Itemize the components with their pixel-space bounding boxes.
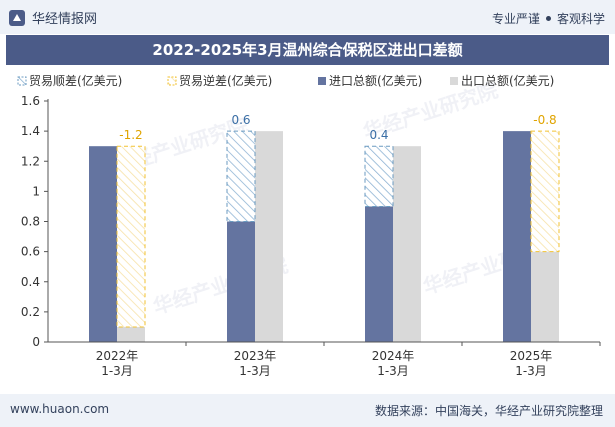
x-category-label: 1-3月 [239, 364, 271, 378]
x-category-label: 2022年 [96, 349, 139, 363]
data-source: 数据来源：中国海关，华经产业研究院整理 [374, 404, 603, 418]
bars: -1.2 0.6 0.4 -0.8 [89, 113, 560, 342]
y-tick-label: 1 [32, 184, 40, 198]
x-category-label: 1-3月 [515, 364, 547, 378]
legend-label: 贸易逆差(亿美元) [179, 73, 272, 88]
y-tick-label: 0.4 [21, 275, 40, 289]
y-tick-label: 0 [32, 335, 40, 349]
y-tick-label: 1.6 [21, 94, 40, 108]
x-category-label: 2023年 [234, 349, 277, 363]
top-bar: 华经情报网 专业严谨 客观科学 [0, 0, 615, 34]
footer: www.huaon.com 数据来源：中国海关，华经产业研究院整理 [0, 394, 615, 427]
legend-swatch-deficit [167, 76, 177, 86]
y-tick-label: 0.6 [21, 245, 40, 259]
legend-label: 贸易顺差(亿美元) [29, 73, 122, 88]
legend-item-surplus[interactable]: 贸易顺差(亿美元) [17, 73, 122, 88]
deficit-segment [116, 145, 146, 328]
legend-swatch-import [318, 77, 326, 85]
export-bar [117, 326, 145, 342]
separator-dot-icon [545, 16, 551, 21]
y-axis: 0 0.2 0.4 0.6 0.8 1 1.2 1.4 1.6 [21, 94, 49, 349]
import-bar [89, 146, 117, 342]
deficit-segment [530, 130, 560, 253]
legend-item-export[interactable]: 出口总额(亿美元) [450, 73, 554, 88]
slogan: 专业严谨 客观科学 [492, 10, 605, 27]
data-label-deficit: -1.2 [119, 128, 142, 142]
x-category-label: 1-3月 [101, 364, 133, 378]
export-bar [531, 251, 559, 342]
slogan-left: 专业严谨 [491, 12, 540, 26]
slogan-right: 客观科学 [556, 12, 605, 26]
x-category-label: 2024年 [372, 349, 415, 363]
import-bar [365, 206, 393, 342]
import-bar [227, 221, 255, 342]
x-category-label: 2025年 [510, 349, 553, 363]
chart: 贸易顺差(亿美元) 贸易逆差(亿美元) 进口总额(亿美元) 出口总额(亿美元) 0 0.… [17, 73, 601, 378]
legend-swatch-surplus [17, 76, 27, 86]
surplus-segment [226, 130, 256, 222]
y-tick-label: 0.8 [21, 215, 40, 229]
legend-label: 进口总额(亿美元) [329, 73, 422, 88]
y-tick-label: 1.2 [21, 154, 40, 168]
brand-logo-icon [9, 9, 25, 26]
legend-swatch-export [450, 77, 458, 85]
x-category-label: 1-3月 [377, 364, 409, 378]
data-label-surplus: 0.6 [231, 113, 250, 127]
y-tick-label: 0.2 [21, 305, 40, 319]
legend: 贸易顺差(亿美元) 贸易逆差(亿美元) 进口总额(亿美元) 出口总额(亿美元) [17, 73, 554, 88]
chart-title: 2022-2025年3月温州综合保税区进出口差额 [6, 35, 609, 65]
footer-url[interactable]: www.huaon.com [10, 402, 110, 416]
surplus-segment [364, 145, 394, 207]
import-bar [503, 131, 531, 342]
legend-item-import[interactable]: 进口总额(亿美元) [318, 73, 422, 88]
brand[interactable]: 华经情报网 [8, 8, 97, 27]
y-tick-label: 1.4 [21, 124, 40, 138]
data-label-surplus: 0.4 [369, 128, 388, 142]
brand-name: 华经情报网 [32, 12, 98, 27]
legend-label: 出口总额(亿美元) [461, 73, 554, 88]
data-label-deficit: -0.8 [533, 113, 556, 127]
legend-item-deficit[interactable]: 贸易逆差(亿美元) [167, 73, 272, 88]
export-bar [393, 146, 421, 342]
export-bar [255, 131, 283, 342]
